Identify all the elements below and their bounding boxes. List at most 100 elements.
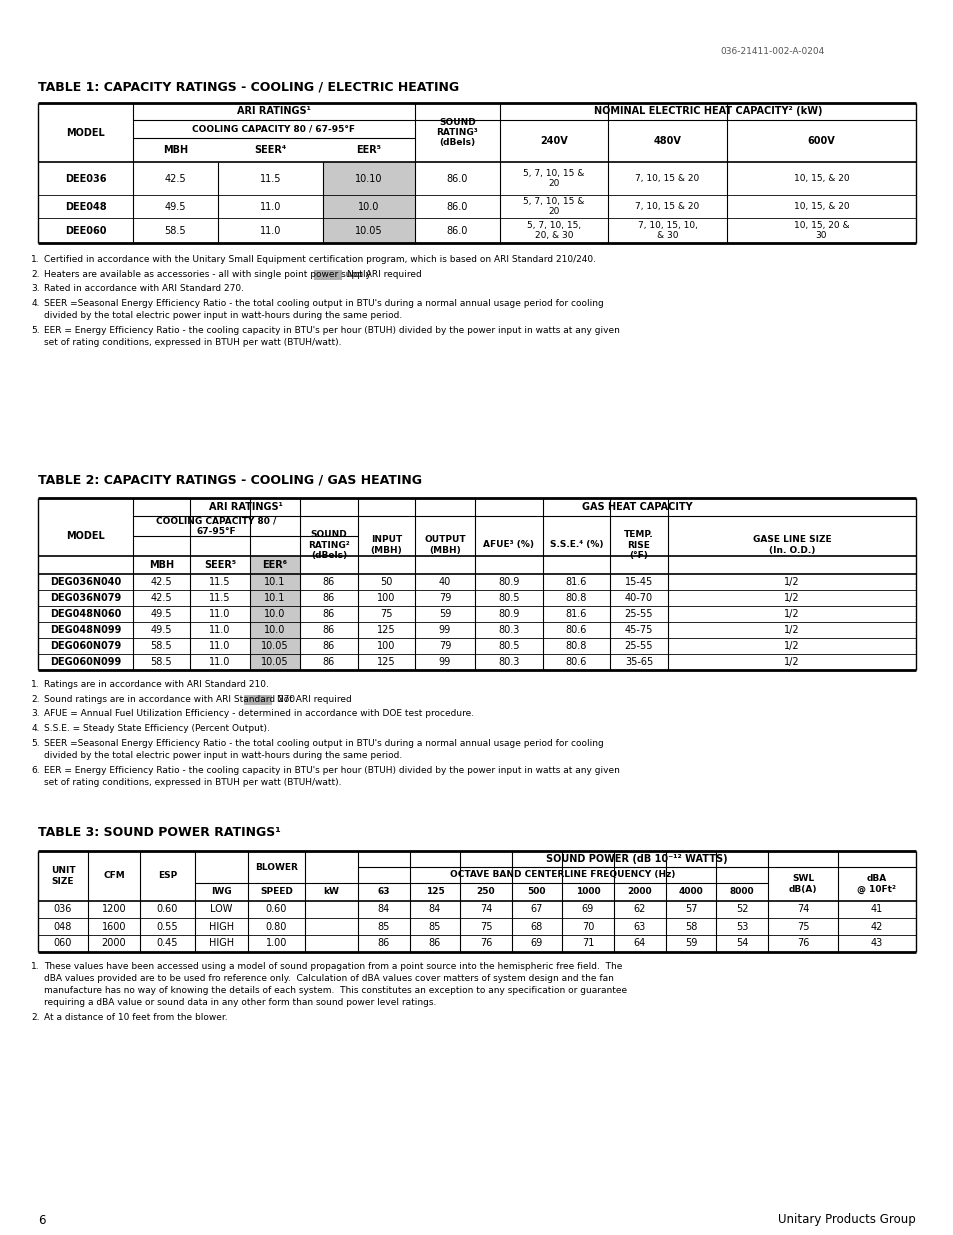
Text: 85: 85 xyxy=(377,921,390,931)
Text: SEER⁴: SEER⁴ xyxy=(254,144,286,156)
Text: 1.: 1. xyxy=(31,254,40,264)
Text: 1/2: 1/2 xyxy=(783,593,799,603)
Text: 125: 125 xyxy=(376,625,395,635)
Text: 2000: 2000 xyxy=(627,888,652,897)
Text: TEMP.
RISE
(°F): TEMP. RISE (°F) xyxy=(623,530,653,559)
Text: 11.5: 11.5 xyxy=(209,577,231,587)
Text: 1/2: 1/2 xyxy=(783,641,799,651)
Text: OUTPUT
(MBH): OUTPUT (MBH) xyxy=(424,535,465,555)
Text: Certified in accordance with the Unitary Small Equipment certification program, : Certified in accordance with the Unitary… xyxy=(44,254,596,264)
Text: EER = Energy Efficiency Ratio - the cooling capacity in BTU's per hour (BTUH) di: EER = Energy Efficiency Ratio - the cool… xyxy=(44,766,619,776)
Text: 49.5: 49.5 xyxy=(151,625,172,635)
Text: 99: 99 xyxy=(438,625,451,635)
Text: Not ARI required: Not ARI required xyxy=(347,270,421,279)
Text: 2.: 2. xyxy=(31,1013,40,1023)
Text: DEG048N099: DEG048N099 xyxy=(50,625,121,635)
Text: dBA
@ 10Ft²: dBA @ 10Ft² xyxy=(857,874,896,894)
Text: 86: 86 xyxy=(322,577,335,587)
Text: 58.5: 58.5 xyxy=(165,226,186,236)
Text: 100: 100 xyxy=(377,641,395,651)
Text: UNIT
SIZE: UNIT SIZE xyxy=(51,866,75,885)
Text: COOLING CAPACITY 80 / 67-95°F: COOLING CAPACITY 80 / 67-95°F xyxy=(193,125,355,133)
Text: 62: 62 xyxy=(633,904,645,914)
Text: 10, 15, 20 &
30: 10, 15, 20 & 30 xyxy=(793,221,848,240)
Text: 1.: 1. xyxy=(31,962,40,971)
Text: 80.9: 80.9 xyxy=(497,577,519,587)
Text: AFUE = Annual Fuel Utilization Efficiency - determined in accordance with DOE te: AFUE = Annual Fuel Utilization Efficienc… xyxy=(44,709,474,718)
Text: 42.5: 42.5 xyxy=(151,593,172,603)
Text: 2000: 2000 xyxy=(102,939,126,948)
Text: 11.0: 11.0 xyxy=(209,657,231,667)
Text: 86: 86 xyxy=(322,625,335,635)
Text: SEER⁵: SEER⁵ xyxy=(204,559,235,571)
Text: 80.3: 80.3 xyxy=(497,625,519,635)
Text: TABLE 3: SOUND POWER RATINGS¹: TABLE 3: SOUND POWER RATINGS¹ xyxy=(38,826,280,840)
Text: 7, 10, 15 & 20: 7, 10, 15 & 20 xyxy=(635,203,699,211)
Text: 0.55: 0.55 xyxy=(156,921,178,931)
Text: 76: 76 xyxy=(479,939,492,948)
Text: 69: 69 xyxy=(581,904,594,914)
Text: 5, 7, 10, 15 &
20: 5, 7, 10, 15 & 20 xyxy=(523,196,584,216)
Text: EER⁶: EER⁶ xyxy=(262,559,287,571)
Text: At a distance of 10 feet from the blower.: At a distance of 10 feet from the blower… xyxy=(44,1013,228,1023)
Text: SOUND
RATING²
(dBels): SOUND RATING² (dBels) xyxy=(308,530,350,559)
Text: 80.9: 80.9 xyxy=(497,609,519,619)
Text: MBH: MBH xyxy=(149,559,173,571)
Text: 10, 15, & 20: 10, 15, & 20 xyxy=(793,203,848,211)
Text: 1/2: 1/2 xyxy=(783,577,799,587)
Text: 75: 75 xyxy=(380,609,393,619)
Text: DEG060N099: DEG060N099 xyxy=(50,657,121,667)
Text: 86.0: 86.0 xyxy=(446,226,468,236)
Text: 1200: 1200 xyxy=(102,904,126,914)
Text: HIGH: HIGH xyxy=(209,939,233,948)
Text: 68: 68 xyxy=(530,921,542,931)
Text: 81.6: 81.6 xyxy=(565,577,587,587)
Text: 57: 57 xyxy=(684,904,697,914)
Text: 53: 53 xyxy=(735,921,747,931)
Text: 25-55: 25-55 xyxy=(624,609,653,619)
Text: kW: kW xyxy=(323,888,339,897)
Text: 79: 79 xyxy=(438,641,451,651)
Text: 86.0: 86.0 xyxy=(446,201,468,211)
Text: 74: 74 xyxy=(796,904,808,914)
Text: dBA values provided are to be used fro reference only.  Calculation of dBA value: dBA values provided are to be used fro r… xyxy=(44,974,613,983)
Text: 11.5: 11.5 xyxy=(209,593,231,603)
Text: 80.3: 80.3 xyxy=(497,657,519,667)
Text: TABLE 1: CAPACITY RATINGS - COOLING / ELECTRIC HEATING: TABLE 1: CAPACITY RATINGS - COOLING / EL… xyxy=(38,80,458,94)
Text: 5, 7, 10, 15,
20, & 30: 5, 7, 10, 15, 20, & 30 xyxy=(526,221,580,240)
Text: 69: 69 xyxy=(530,939,542,948)
Text: MODEL: MODEL xyxy=(66,531,105,541)
Text: 10.10: 10.10 xyxy=(355,173,382,184)
Text: 10.1: 10.1 xyxy=(264,577,285,587)
Text: 5.: 5. xyxy=(31,326,40,335)
Text: 86: 86 xyxy=(322,593,335,603)
Text: 10.0: 10.0 xyxy=(264,609,285,619)
Text: CFM: CFM xyxy=(103,872,125,881)
Bar xyxy=(323,162,415,243)
Text: 4.: 4. xyxy=(31,299,40,308)
Text: 58.5: 58.5 xyxy=(151,641,172,651)
Text: 59: 59 xyxy=(438,609,451,619)
Text: 75: 75 xyxy=(479,921,492,931)
Text: 59: 59 xyxy=(684,939,697,948)
Text: EER⁵: EER⁵ xyxy=(356,144,381,156)
Text: 42: 42 xyxy=(870,921,882,931)
Text: 63: 63 xyxy=(377,888,390,897)
Text: 500: 500 xyxy=(527,888,546,897)
Text: 10.05: 10.05 xyxy=(261,657,289,667)
Text: 49.5: 49.5 xyxy=(151,609,172,619)
Text: 80.6: 80.6 xyxy=(565,625,587,635)
Text: 1/2: 1/2 xyxy=(783,609,799,619)
Text: 43: 43 xyxy=(870,939,882,948)
Text: HIGH: HIGH xyxy=(209,921,233,931)
Text: 70: 70 xyxy=(581,921,594,931)
Text: Ratings are in accordance with ARI Standard 210.: Ratings are in accordance with ARI Stand… xyxy=(44,680,269,689)
Text: GAS HEAT CAPACITY: GAS HEAT CAPACITY xyxy=(581,501,692,513)
Text: 8000: 8000 xyxy=(729,888,754,897)
Text: 4.: 4. xyxy=(31,724,40,734)
Text: 125: 125 xyxy=(376,657,395,667)
Text: 54: 54 xyxy=(735,939,747,948)
Text: 86: 86 xyxy=(322,657,335,667)
Text: 40: 40 xyxy=(438,577,451,587)
Text: requiring a dBA value or sound data in any other form than sound power level rat: requiring a dBA value or sound data in a… xyxy=(44,998,436,1007)
